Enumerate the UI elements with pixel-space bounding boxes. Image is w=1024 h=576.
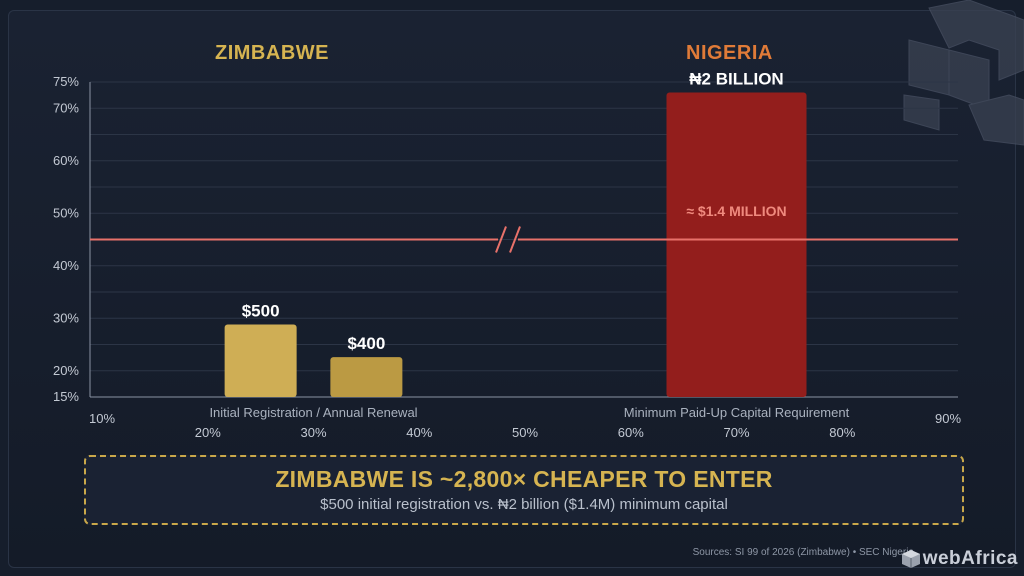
callout-headline: ZIMBABWE IS ~2,800× CHEAPER TO ENTER [275, 466, 773, 492]
bar-value-label: ₦2 BILLION [689, 70, 783, 89]
y-tick-label: 50% [53, 205, 79, 220]
x-tick-label: 60% [618, 425, 644, 440]
y-tick-label: 70% [53, 100, 79, 115]
sources-note: Sources: SI 99 of 2026 (Zimbabwe) • SEC … [692, 547, 914, 558]
summary-callout: ZIMBABWE IS ~2,800× CHEAPER TO ENTER $50… [84, 455, 964, 525]
group-title-zimbabwe: ZIMBABWE [215, 42, 329, 64]
bar [666, 92, 807, 397]
x-tick-label: 50% [512, 425, 538, 440]
axis-break-mark [495, 226, 507, 253]
x-tick-label: 80% [829, 425, 855, 440]
cube-logo-decoration [903, 0, 1024, 146]
group-title-nigeria: NIGERIA [686, 42, 773, 64]
x-tick-label: 90% [935, 411, 961, 426]
watermark-logo: webAfrica [901, 548, 1018, 570]
bar [224, 324, 297, 397]
axis-break-mark [509, 226, 521, 253]
x-tick-label: 20% [195, 425, 221, 440]
x-tick-label: 70% [723, 425, 749, 440]
y-tick-label: 75% [53, 74, 79, 89]
y-tick-label: 20% [53, 363, 79, 378]
x-tick-label: 30% [300, 425, 326, 440]
bar [330, 357, 403, 397]
x-tick-label: 40% [406, 425, 432, 440]
bar-value-label: $400 [347, 334, 385, 353]
category-label: Initial Registration / Annual Renewal [209, 405, 417, 420]
y-tick-label: 40% [53, 258, 79, 273]
bar-value-label: $500 [242, 302, 280, 321]
y-tick-label: 60% [53, 153, 79, 168]
category-label: Minimum Paid-Up Capital Requirement [624, 405, 850, 420]
x-tick-label: 10% [89, 411, 115, 426]
bar-inner-label: ≈ $1.4 MILLION [686, 203, 786, 219]
y-tick-label: 15% [53, 389, 79, 404]
callout-subline: $500 initial registration vs. ₦2 billion… [320, 496, 728, 513]
cube-icon [901, 550, 920, 568]
y-tick-label: 30% [53, 310, 79, 325]
watermark-text: webAfrica [922, 548, 1018, 569]
